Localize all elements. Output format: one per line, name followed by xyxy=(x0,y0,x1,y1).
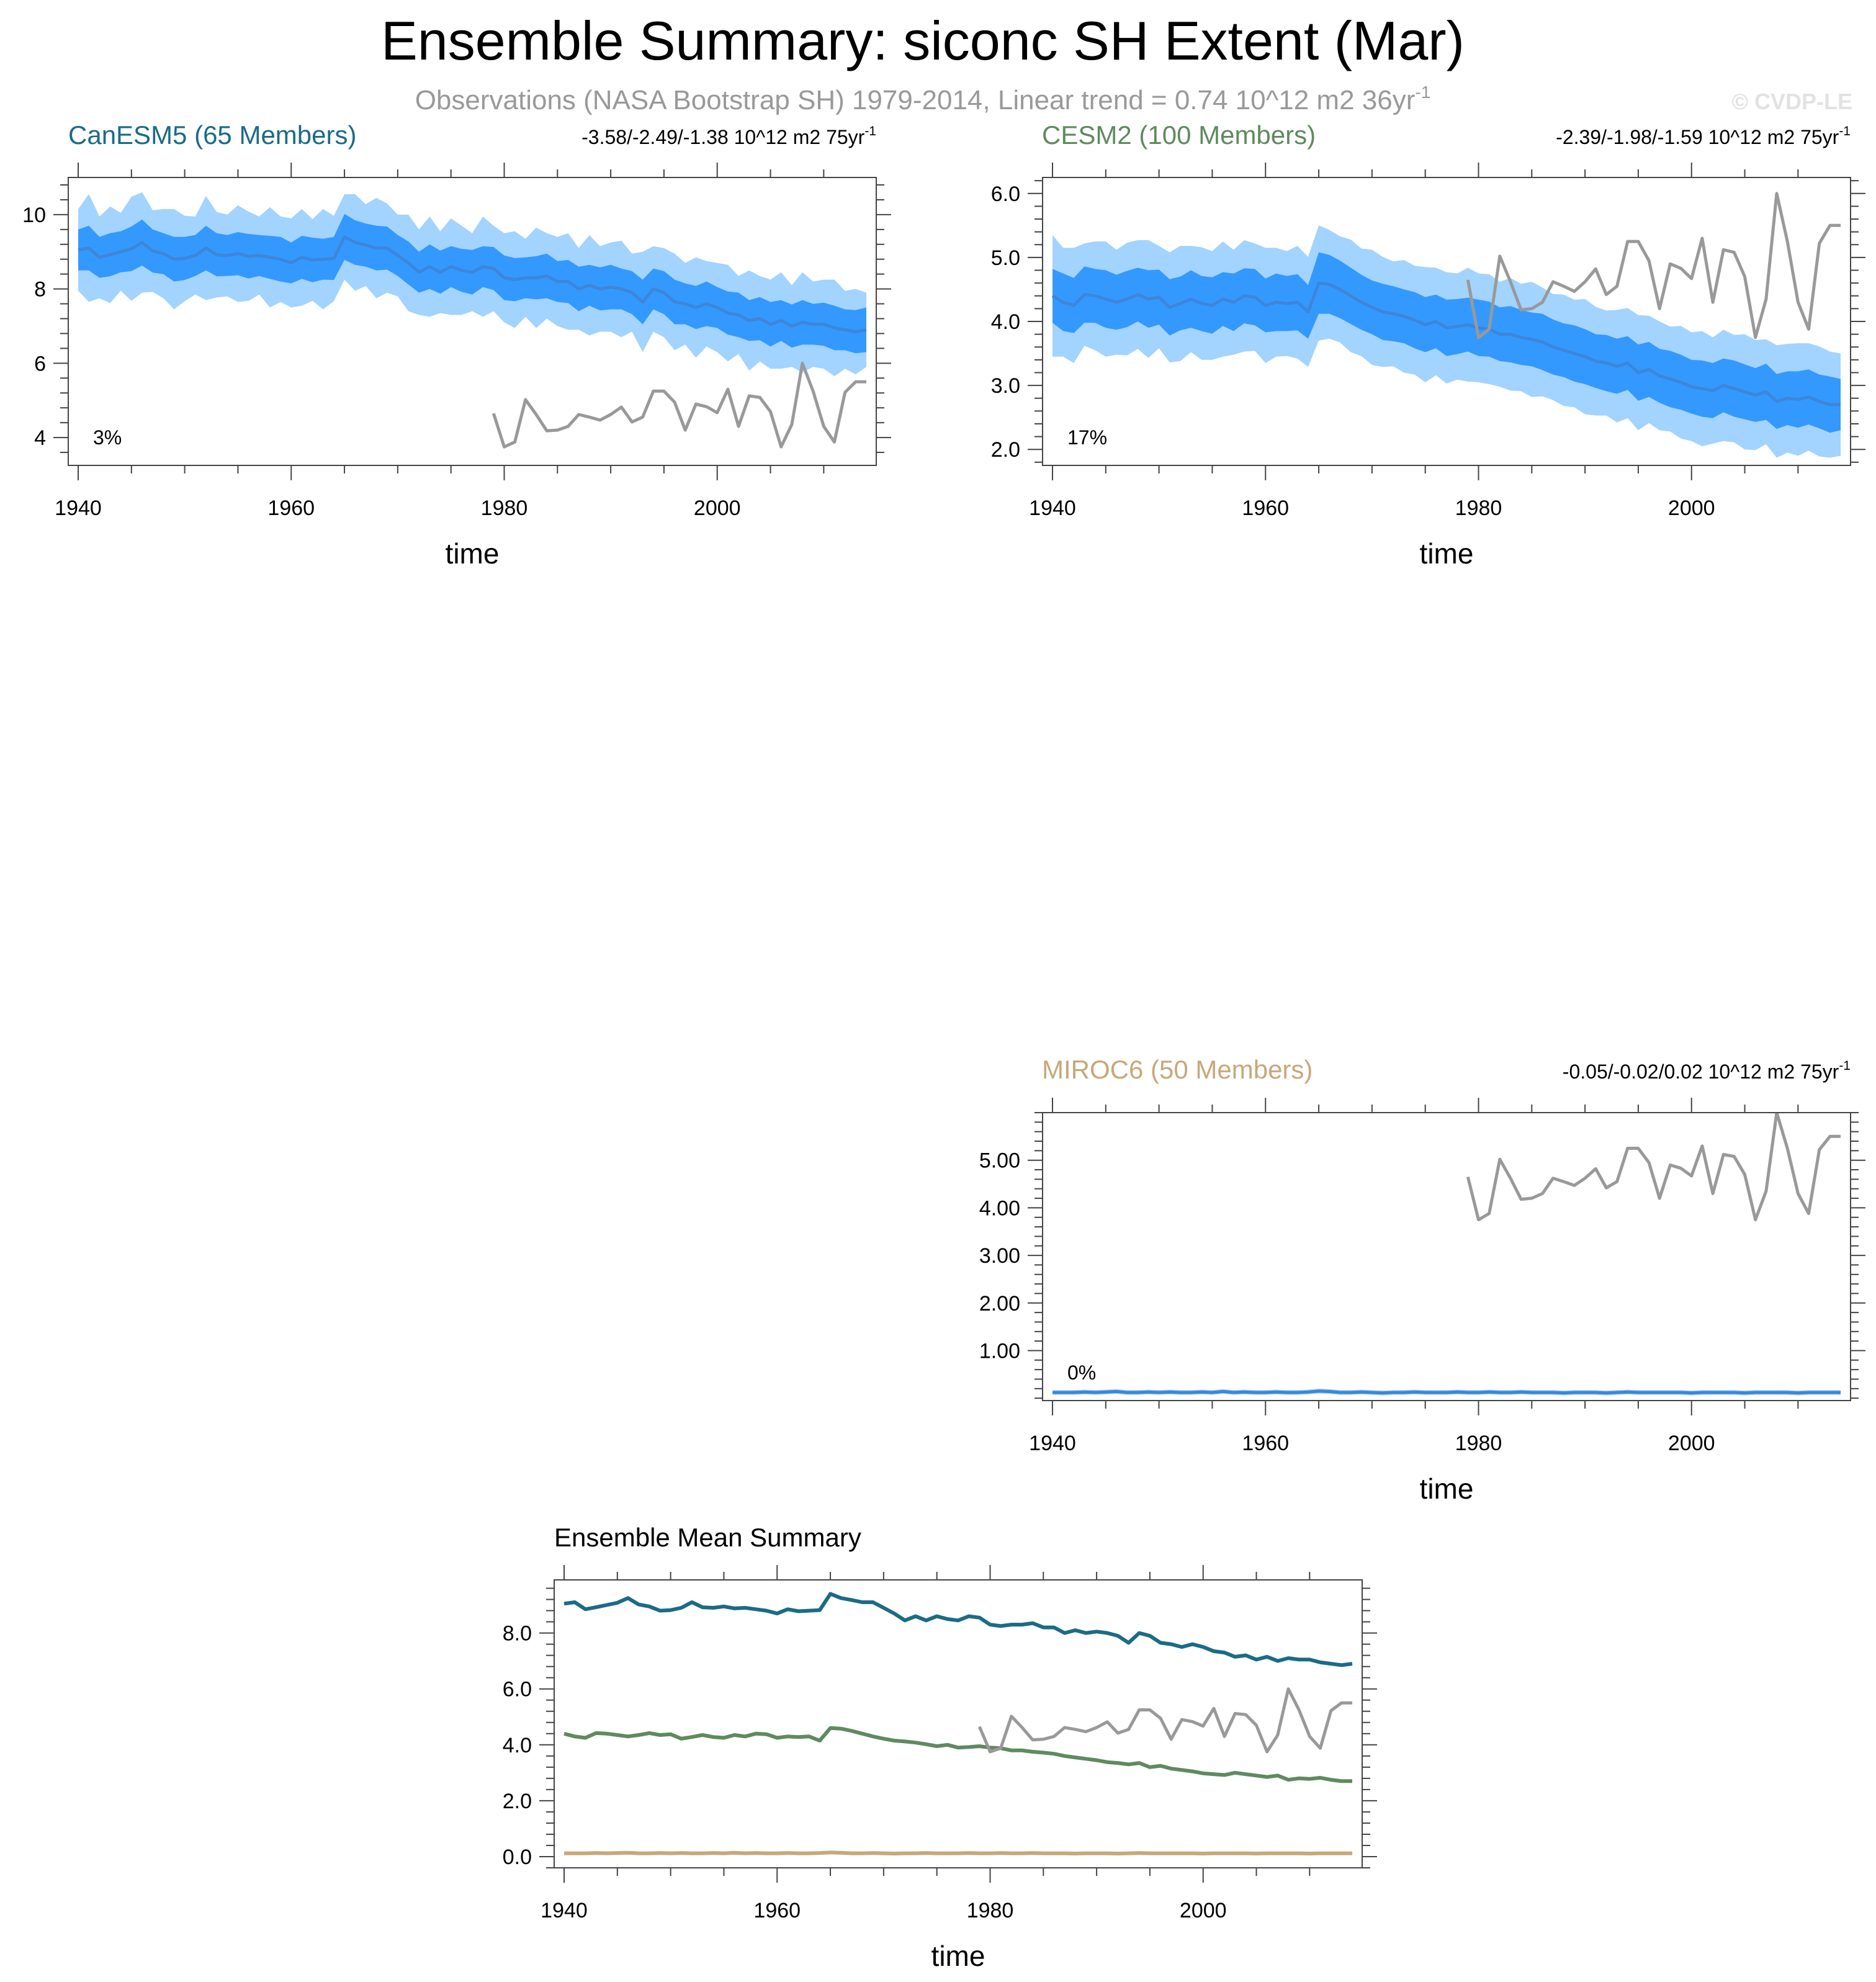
summary-plot-area xyxy=(563,1592,1353,1855)
summary-y-tick-label: 6.0 xyxy=(503,1678,532,1702)
summary-y-tick-label: 8.0 xyxy=(503,1622,532,1646)
cesm2-x-axis-label: time xyxy=(1420,537,1474,570)
cesm2-plot-frame xyxy=(1042,177,1851,466)
miroc6-y-tick-label: 4.00 xyxy=(979,1196,1020,1220)
canesm5-trend-label: -3.58/-2.49/-1.38 10^12 m2 75yr-1 xyxy=(581,124,876,148)
summary-miroc6-mean-line xyxy=(564,1850,1352,1855)
canesm5-plot-area xyxy=(78,192,867,449)
cesm2-y-tick-label: 3.0 xyxy=(991,374,1020,398)
cesm2-x-tick-label: 2000 xyxy=(1668,496,1715,520)
cesm2-y-tick-label: 6.0 xyxy=(991,182,1020,206)
summary-x-tick-label: 1940 xyxy=(541,1899,588,1922)
miroc6-trend-label: -0.05/-0.02/0.02 10^12 m2 75yr-1 xyxy=(1563,1059,1851,1083)
cesm2-y-tick-label: 4.0 xyxy=(991,310,1020,334)
cesm2-trend-label: -2.39/-1.98/-1.59 10^12 m2 75yr-1 xyxy=(1556,124,1851,148)
miroc6-observation-line xyxy=(1466,1113,1841,1222)
canesm5-y-tick-label: 10 xyxy=(22,204,46,227)
summary-plot-frame xyxy=(554,1579,1363,1868)
summary-observation-line xyxy=(977,1687,1352,1754)
cesm2-panel-title: CESM2 (100 Members) xyxy=(1042,120,1316,150)
summary-x-tick-label: 1980 xyxy=(967,1899,1014,1922)
miroc6-x-tick-label: 1960 xyxy=(1242,1432,1289,1455)
figure-subtitle: Observations (NASA Bootstrap SH) 1979-20… xyxy=(415,83,1431,115)
canesm5-panel: 1940 1960 1980 2000 4 6 8 10 time 3% xyxy=(22,163,891,570)
summary-y-tick-label: 2.0 xyxy=(503,1790,532,1813)
summary-x-tick-label: 2000 xyxy=(1180,1899,1227,1922)
cesm2-x-tick-label: 1960 xyxy=(1242,496,1289,520)
cesm2-x-tick-label: 1980 xyxy=(1455,496,1502,520)
miroc6-x-tick-label: 1940 xyxy=(1029,1432,1076,1455)
figure-title: Ensemble Summary: siconc SH Extent (Mar) xyxy=(381,10,1465,71)
cesm2-plot-area xyxy=(1051,192,1841,458)
cesm2-y-tick-label: 5.0 xyxy=(991,246,1020,270)
miroc6-y-tick-label: 1.00 xyxy=(979,1339,1020,1363)
summary-panel: 1940 1960 1980 2000 0.0 2.0 4.0 6.0 8.0 time xyxy=(503,1565,1377,1972)
summary-x-tick-label: 1960 xyxy=(753,1899,801,1922)
canesm5-panel-title: CanESM5 (65 Members) xyxy=(68,120,356,150)
cesm2-y-tick-label: 2.0 xyxy=(991,438,1020,462)
canesm5-x-axis-label: time xyxy=(446,537,500,570)
canesm5-plot-frame xyxy=(68,177,877,466)
summary-cesm2-mean-line xyxy=(563,1726,1352,1783)
cesm2-panel: 1940 1960 1980 2000 2.0 3.0 4.0 5.0 6.0 time 17% xyxy=(991,163,1865,570)
miroc6-ensemble-mean-line xyxy=(1052,1389,1841,1395)
cesm2-ensemble-mean-line xyxy=(1051,281,1841,406)
miroc6-plot-area xyxy=(1052,1113,1841,1396)
summary-canesm5-mean-line xyxy=(563,1592,1353,1667)
canesm5-x-tick-label: 2000 xyxy=(694,496,741,520)
canesm5-y-tick-label: 8 xyxy=(34,278,46,302)
summary-y-tick-label: 4.0 xyxy=(503,1734,532,1757)
canesm5-y-tick-label: 6 xyxy=(34,352,46,375)
canesm5-x-tick-label: 1980 xyxy=(481,496,528,520)
summary-panel-title: Ensemble Mean Summary xyxy=(554,1523,861,1552)
canesm5-x-tick-label: 1960 xyxy=(267,496,315,520)
canesm5-inner-spread-band xyxy=(78,213,866,354)
miroc6-panel-title: MIROC6 (50 Members) xyxy=(1042,1055,1313,1084)
miroc6-x-tick-label: 2000 xyxy=(1668,1432,1715,1455)
miroc6-panel: 1940 1960 1980 2000 1.00 2.00 3.00 4.00 5.00 time… xyxy=(979,1098,1865,1505)
miroc6-x-tick-label: 1980 xyxy=(1455,1432,1502,1455)
summary-y-tick-label: 0.0 xyxy=(503,1845,532,1869)
miroc6-y-tick-label: 2.00 xyxy=(979,1292,1020,1316)
canesm5-percent-label: 3% xyxy=(93,426,122,449)
miroc6-percent-label: 0% xyxy=(1067,1361,1096,1384)
miroc6-x-axis-label: time xyxy=(1420,1473,1474,1505)
miroc6-y-tick-label: 3.00 xyxy=(979,1244,1020,1268)
canesm5-x-tick-label: 1940 xyxy=(55,496,102,520)
summary-x-axis-label: time xyxy=(931,1940,985,1972)
canesm5-ensemble-mean-line xyxy=(78,235,867,333)
canesm5-observation-line xyxy=(491,361,866,449)
cesm2-percent-label: 17% xyxy=(1067,426,1107,449)
miroc6-plot-frame xyxy=(1042,1112,1851,1401)
cesm2-observation-line xyxy=(1466,192,1841,339)
cesm2-x-tick-label: 1940 xyxy=(1029,496,1076,520)
miroc6-y-tick-label: 5.00 xyxy=(979,1149,1020,1173)
canesm5-y-tick-label: 4 xyxy=(34,426,46,450)
copyright-label: © CVDP-LE xyxy=(1731,89,1852,114)
